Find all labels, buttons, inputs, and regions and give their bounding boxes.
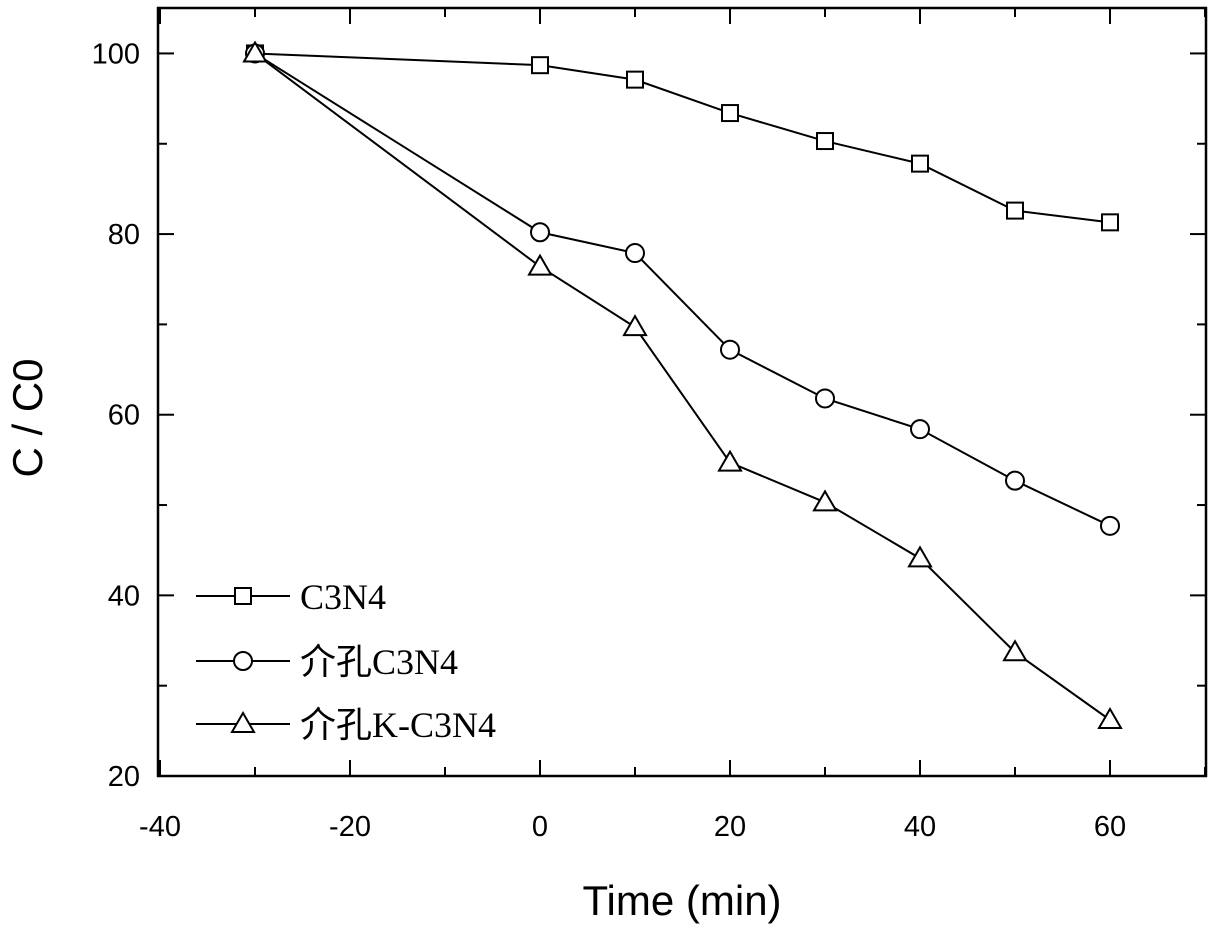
legend-marker [233,651,253,671]
y-tick-label: 60 [108,400,140,432]
series-1 [246,44,1119,232]
data-point [531,56,549,75]
data-point [717,449,743,472]
series-line [254,52,1111,721]
legend-entry-1: C3N4 [196,577,386,617]
axis-ticks [158,8,1206,777]
y-tick-label: 20 [108,761,140,793]
data-point [910,419,930,440]
data-point [1100,515,1120,536]
data-point [720,339,740,360]
x-tick-label: -20 [329,811,371,843]
x-tick-label: 40 [904,811,936,843]
series-layer [242,40,1123,730]
data-point [907,545,933,568]
plot-frame [156,6,1208,778]
legend: C3N4 介孔C3N4 介孔K-C3N4 [196,577,496,745]
legend-marker [234,587,252,605]
data-point [816,132,834,151]
data-point [242,40,268,63]
data-point [622,314,648,337]
legend-label: 介孔C3N4 [300,642,458,682]
data-point [625,243,645,264]
legend-entry-3: 介孔K-C3N4 [196,705,496,745]
data-point [1005,470,1025,491]
data-point [527,253,553,276]
data-point [911,154,929,173]
series-line [254,52,1111,527]
legend-marker [230,711,256,733]
series-2 [245,43,1120,536]
legend-entry-2: 介孔C3N4 [196,642,458,682]
data-point [815,388,835,409]
y-axis-title: C / C0 [4,358,51,477]
data-point [626,70,644,89]
y-tick-label: 40 [108,580,140,612]
data-point [1006,201,1024,220]
legend-label: 介孔K-C3N4 [300,705,496,745]
x-tick-label: -40 [139,811,181,843]
series-3 [242,40,1123,730]
data-point [721,104,739,123]
data-point [1002,639,1028,662]
x-tick-label: 60 [1094,811,1126,843]
series-line [254,52,1111,224]
data-point [812,489,838,512]
legend-label: C3N4 [300,577,386,617]
y-tick-label: 80 [108,219,140,251]
x-tick-label: 0 [532,811,548,843]
y-tick-label: 100 [92,38,140,70]
x-axis-title: Time (min) [582,877,781,924]
data-point [1097,707,1123,730]
x-tick-label: 20 [714,811,746,843]
axis-tick-labels: -40 -20 0 20 40 60 20 40 60 80 100 [92,38,1127,843]
data-point [530,222,550,243]
data-point [1101,213,1119,232]
